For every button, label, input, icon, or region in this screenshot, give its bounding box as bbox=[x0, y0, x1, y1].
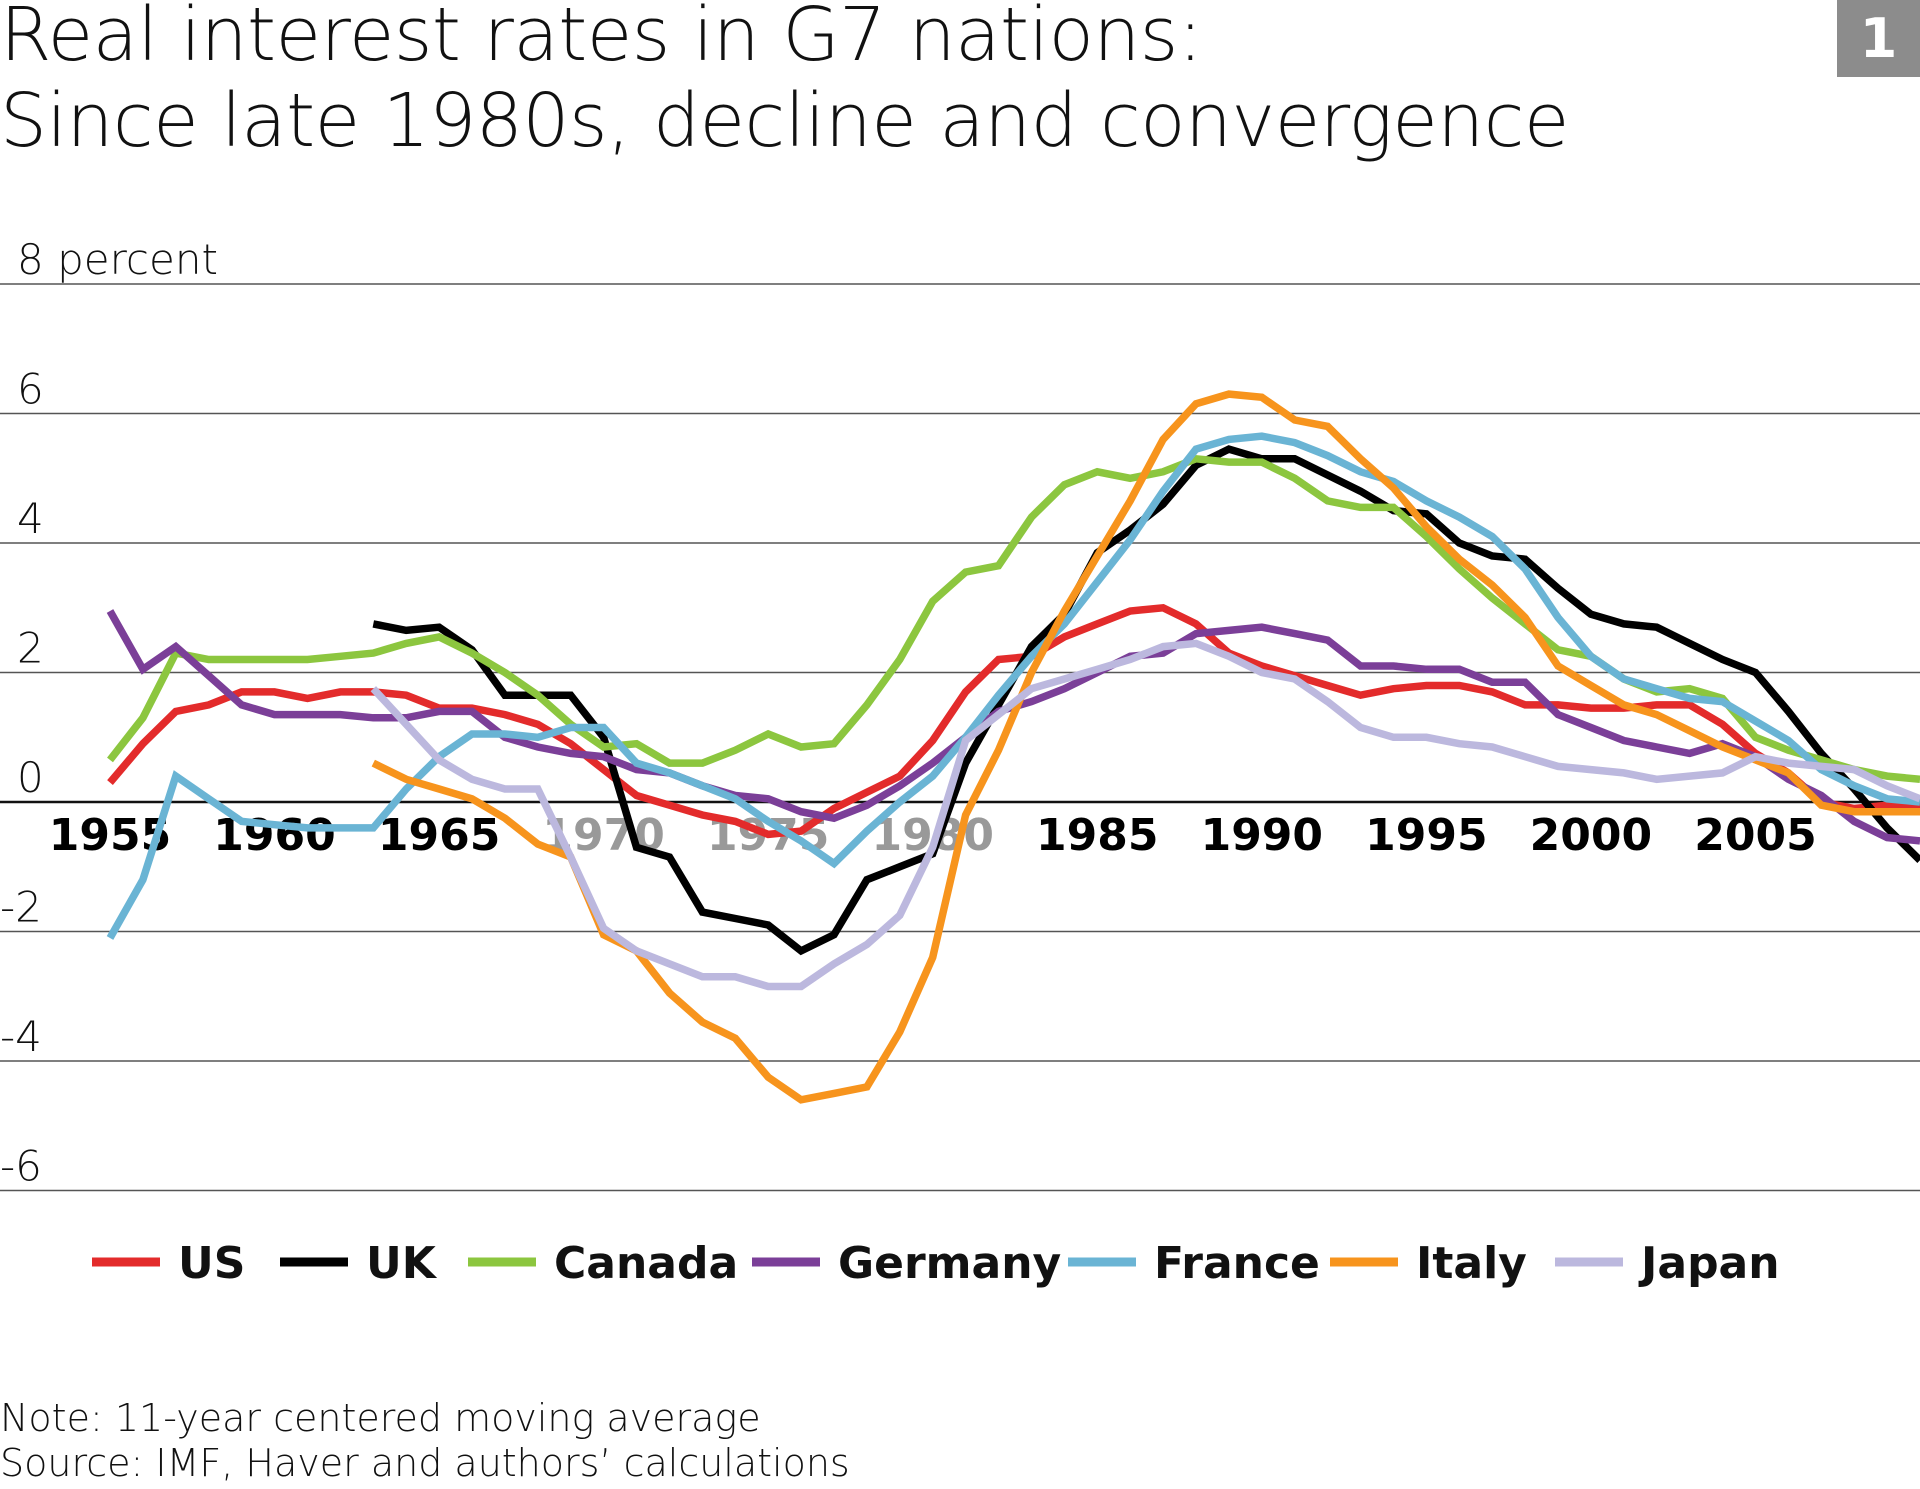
legend-label-us: US bbox=[178, 1238, 245, 1289]
x-tick-label: 2000 bbox=[1530, 810, 1652, 861]
series-line-france bbox=[106, 432, 1920, 940]
series-line-japan bbox=[370, 639, 1920, 991]
y-tick-label: -4 bbox=[0, 1012, 42, 1061]
y-tick-label: 0 bbox=[17, 753, 44, 802]
y-tick-label: 6 bbox=[17, 365, 44, 414]
chart-source: Source: IMF, Haver and authors’ calculat… bbox=[0, 1441, 850, 1485]
x-tick-label: 1985 bbox=[1036, 810, 1158, 861]
series-line-germany bbox=[106, 609, 1920, 845]
chart-note: Note: 11-year centered moving average bbox=[0, 1396, 761, 1440]
y-tick-label: 2 bbox=[17, 624, 44, 673]
y-tick-label: -2 bbox=[0, 883, 42, 932]
x-tick-label: 1965 bbox=[378, 810, 500, 861]
legend-label-uk: UK bbox=[366, 1238, 438, 1289]
title-line-2: Since late 1980s, decline and convergenc… bbox=[0, 78, 1569, 164]
legend-label-canada: Canada bbox=[554, 1238, 738, 1289]
y-tick-label: 4 bbox=[17, 494, 44, 543]
x-tick-label: 1995 bbox=[1365, 810, 1487, 861]
x-tick-label: 1990 bbox=[1201, 810, 1323, 861]
legend-label-japan: Japan bbox=[1638, 1238, 1780, 1289]
title-line-1: Real interest rates in G7 nations: bbox=[0, 0, 1203, 78]
legend-label-france: France bbox=[1154, 1238, 1320, 1289]
chart-title: Real interest rates in G7 nations: Since… bbox=[0, 0, 1569, 164]
series-line-us bbox=[107, 603, 1920, 839]
figure-number-badge: 1 bbox=[1837, 0, 1920, 77]
y-tick-label: -6 bbox=[0, 1142, 42, 1191]
legend-label-germany: Germany bbox=[838, 1238, 1061, 1289]
series-line-canada bbox=[107, 454, 1920, 784]
x-tick-label: 2005 bbox=[1694, 810, 1816, 861]
legend-label-italy: Italy bbox=[1416, 1238, 1527, 1289]
y-tick-label: 8 percent bbox=[17, 235, 218, 284]
